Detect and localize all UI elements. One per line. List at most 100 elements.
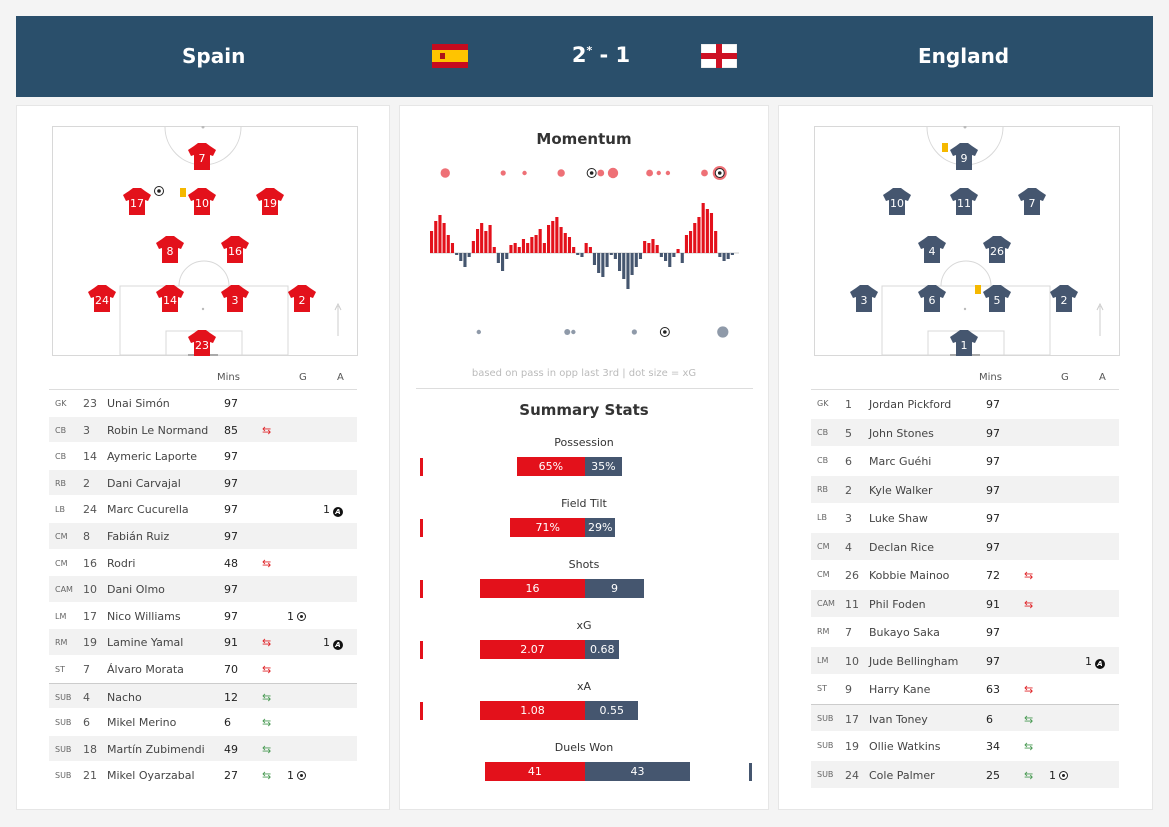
xg-shot-dot <box>440 168 450 178</box>
formation-player[interactable]: 8 <box>156 236 184 263</box>
momentum-bar <box>705 209 709 253</box>
formation-player[interactable]: 2 <box>288 285 316 312</box>
momentum-bar <box>638 253 643 259</box>
shirt-icon <box>221 285 249 312</box>
formation-player[interactable]: 3 <box>850 285 878 312</box>
assist-icon: A <box>333 507 343 518</box>
player-row[interactable]: SUB 4 Nacho 12 ⇆ <box>49 682 357 710</box>
formation-player[interactable]: 14 <box>156 285 184 312</box>
xg-shot-dot <box>717 326 729 338</box>
player-row[interactable]: SUB 17 Ivan Toney 6 ⇆ <box>811 703 1119 732</box>
player-row[interactable]: CB 6 Marc Guéhi 97 <box>811 447 1119 476</box>
shirt-icon <box>156 236 184 263</box>
momentum-bar <box>584 243 588 253</box>
shirt-icon <box>983 236 1011 263</box>
player-number: 19 <box>845 740 859 753</box>
formation-player[interactable]: 19 <box>256 188 284 215</box>
player-minutes: 97 <box>986 626 1000 639</box>
player-row[interactable]: SUB 24 Cole Palmer 25 ⇆ 1 <box>811 760 1119 789</box>
leader-marker <box>749 763 752 781</box>
player-number: 23 <box>83 397 97 410</box>
formation-player[interactable]: 9 <box>942 143 978 170</box>
player-row[interactable]: SUB 21 Mikel Oyarzabal 27 ⇆ 1 <box>49 762 357 789</box>
shirt-icon <box>983 285 1011 312</box>
player-row[interactable]: LM 17 Nico Williams 97 1 <box>49 603 357 630</box>
player-row[interactable]: SUB 6 Mikel Merino 6 ⇆ <box>49 709 357 736</box>
momentum-bar <box>684 235 689 253</box>
momentum-bar <box>521 239 526 253</box>
leader-marker <box>420 580 423 598</box>
sub-off-icon: ⇆ <box>262 662 272 676</box>
player-row[interactable]: GK 1 Jordan Pickford 97 <box>811 390 1119 419</box>
player-row[interactable]: CB 5 John Stones 97 <box>811 418 1119 447</box>
player-row[interactable]: ST 9 Harry Kane 63 ⇆ <box>811 675 1119 704</box>
player-row[interactable]: CB 3 Robin Le Normand 85 ⇆ <box>49 416 357 444</box>
formation-player[interactable]: 3 <box>221 285 249 312</box>
momentum-bar <box>567 237 572 253</box>
formation-player[interactable]: 4 <box>918 236 946 263</box>
formation-player[interactable]: 23 <box>188 330 216 356</box>
player-row[interactable]: LB 3 Luke Shaw 97 <box>811 504 1119 533</box>
player-row[interactable]: RB 2 Dani Carvajal 97 <box>49 469 357 497</box>
stats-panel: Momentum based on pass in opp last 3rd |… <box>399 105 769 810</box>
player-row[interactable]: CM 8 Fabián Ruiz 97 <box>49 522 357 550</box>
player-row[interactable]: LM 10 Jude Bellingham 97 1 A <box>811 646 1119 675</box>
momentum-bar <box>555 217 559 253</box>
player-minutes: 97 <box>224 609 238 623</box>
xg-shot-dot <box>646 169 653 177</box>
formation-player[interactable]: 24 <box>88 285 116 312</box>
player-row[interactable]: RM 7 Bukayo Saka 97 <box>811 618 1119 647</box>
shirt-icon <box>918 236 946 263</box>
player-row[interactable]: SUB 19 Ollie Watkins 34 ⇆ <box>811 732 1119 761</box>
momentum-bar <box>455 253 459 255</box>
away-stat-bar: 35% <box>585 457 622 476</box>
player-row[interactable]: RM 19 Lamine Yamal 91 ⇆ 1 A <box>49 629 357 656</box>
formation-player[interactable]: 17 <box>123 186 164 216</box>
formation-player[interactable]: 10 <box>883 188 911 215</box>
formation-player[interactable]: 7 <box>1018 188 1046 215</box>
player-minutes: 97 <box>986 455 1000 468</box>
home-stat-bar: 1.08 <box>480 701 585 720</box>
player-row[interactable]: CAM 11 Phil Foden 91 ⇆ <box>811 589 1119 618</box>
player-row[interactable]: GK 23 Unai Simón 97 <box>49 390 357 417</box>
player-row[interactable]: CM 4 Declan Rice 97 <box>811 532 1119 561</box>
player-minutes: 97 <box>986 398 1000 411</box>
player-row[interactable]: CM 16 Rodri 48 ⇆ <box>49 550 357 577</box>
player-name: John Stones <box>869 426 934 440</box>
formation-player[interactable]: 11 <box>950 188 978 215</box>
formation-player[interactable]: 6 <box>918 285 946 312</box>
formation-player[interactable]: 10 <box>180 188 216 215</box>
formation-player[interactable]: 16 <box>221 236 249 263</box>
momentum-bar <box>714 231 718 253</box>
formation-player[interactable]: 5 <box>975 285 1011 312</box>
shirt-icon <box>88 285 116 312</box>
momentum-bar <box>450 243 455 253</box>
player-row[interactable]: CB 14 Aymeric Laporte 97 <box>49 443 357 470</box>
shirt-number: 19 <box>263 197 277 210</box>
player-minutes: 97 <box>224 450 238 464</box>
player-name: Dani Olmo <box>107 583 165 597</box>
player-number: 9 <box>845 683 852 696</box>
formation-player[interactable]: 1 <box>950 330 978 356</box>
momentum-bar <box>471 241 475 253</box>
player-row[interactable]: RB 2 Kyle Walker 97 <box>811 475 1119 504</box>
goal-ball-icon <box>297 771 306 781</box>
player-name: Luke Shaw <box>869 512 928 525</box>
player-row[interactable]: CAM 10 Dani Olmo 97 <box>49 576 357 603</box>
formation-player[interactable]: 26 <box>983 236 1011 263</box>
momentum-bar <box>588 247 592 253</box>
xg-shot-dot <box>701 169 708 177</box>
player-name: Aymeric Laporte <box>107 450 198 464</box>
momentum-bar <box>630 253 634 275</box>
player-row[interactable]: CM 26 Kobbie Mainoo 72 ⇆ <box>811 561 1119 590</box>
momentum-bar <box>459 253 463 261</box>
player-row[interactable]: ST 7 Álvaro Morata 70 ⇆ <box>49 656 357 683</box>
sub-off-icon: ⇆ <box>262 556 272 570</box>
formation-player[interactable]: 2 <box>1050 285 1078 312</box>
formation-player[interactable]: 7 <box>188 143 216 170</box>
player-row[interactable]: LB 24 Marc Cucurella 97 1 A <box>49 496 357 523</box>
player-position: RB <box>817 484 829 494</box>
away-team-name: England <box>918 44 1010 68</box>
sub-on-icon: ⇆ <box>262 742 272 756</box>
player-row[interactable]: SUB 18 Martín Zubimendi 49 ⇆ <box>49 735 357 763</box>
